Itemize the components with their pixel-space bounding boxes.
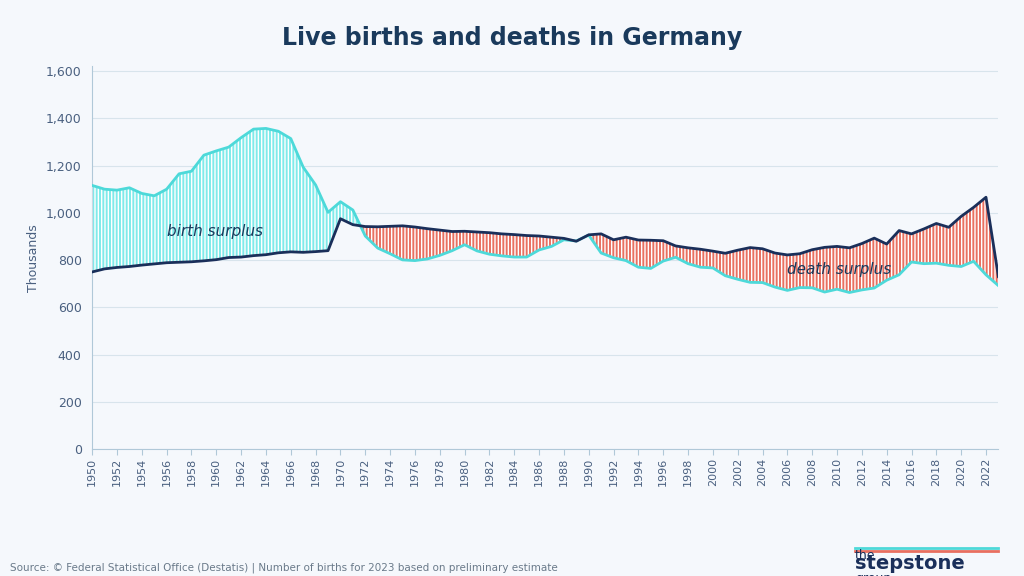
Y-axis label: Thousands: Thousands bbox=[28, 224, 40, 291]
Text: the: the bbox=[855, 548, 876, 562]
Text: Live births and deaths in Germany: Live births and deaths in Germany bbox=[282, 26, 742, 50]
Text: death surplus: death surplus bbox=[787, 262, 892, 276]
Text: Source: © Federal Statistical Office (Destatis) | Number of births for 2023 base: Source: © Federal Statistical Office (De… bbox=[10, 563, 558, 573]
Text: stepstone: stepstone bbox=[855, 554, 965, 573]
Text: birth surplus: birth surplus bbox=[167, 224, 262, 239]
Text: group: group bbox=[855, 571, 891, 576]
